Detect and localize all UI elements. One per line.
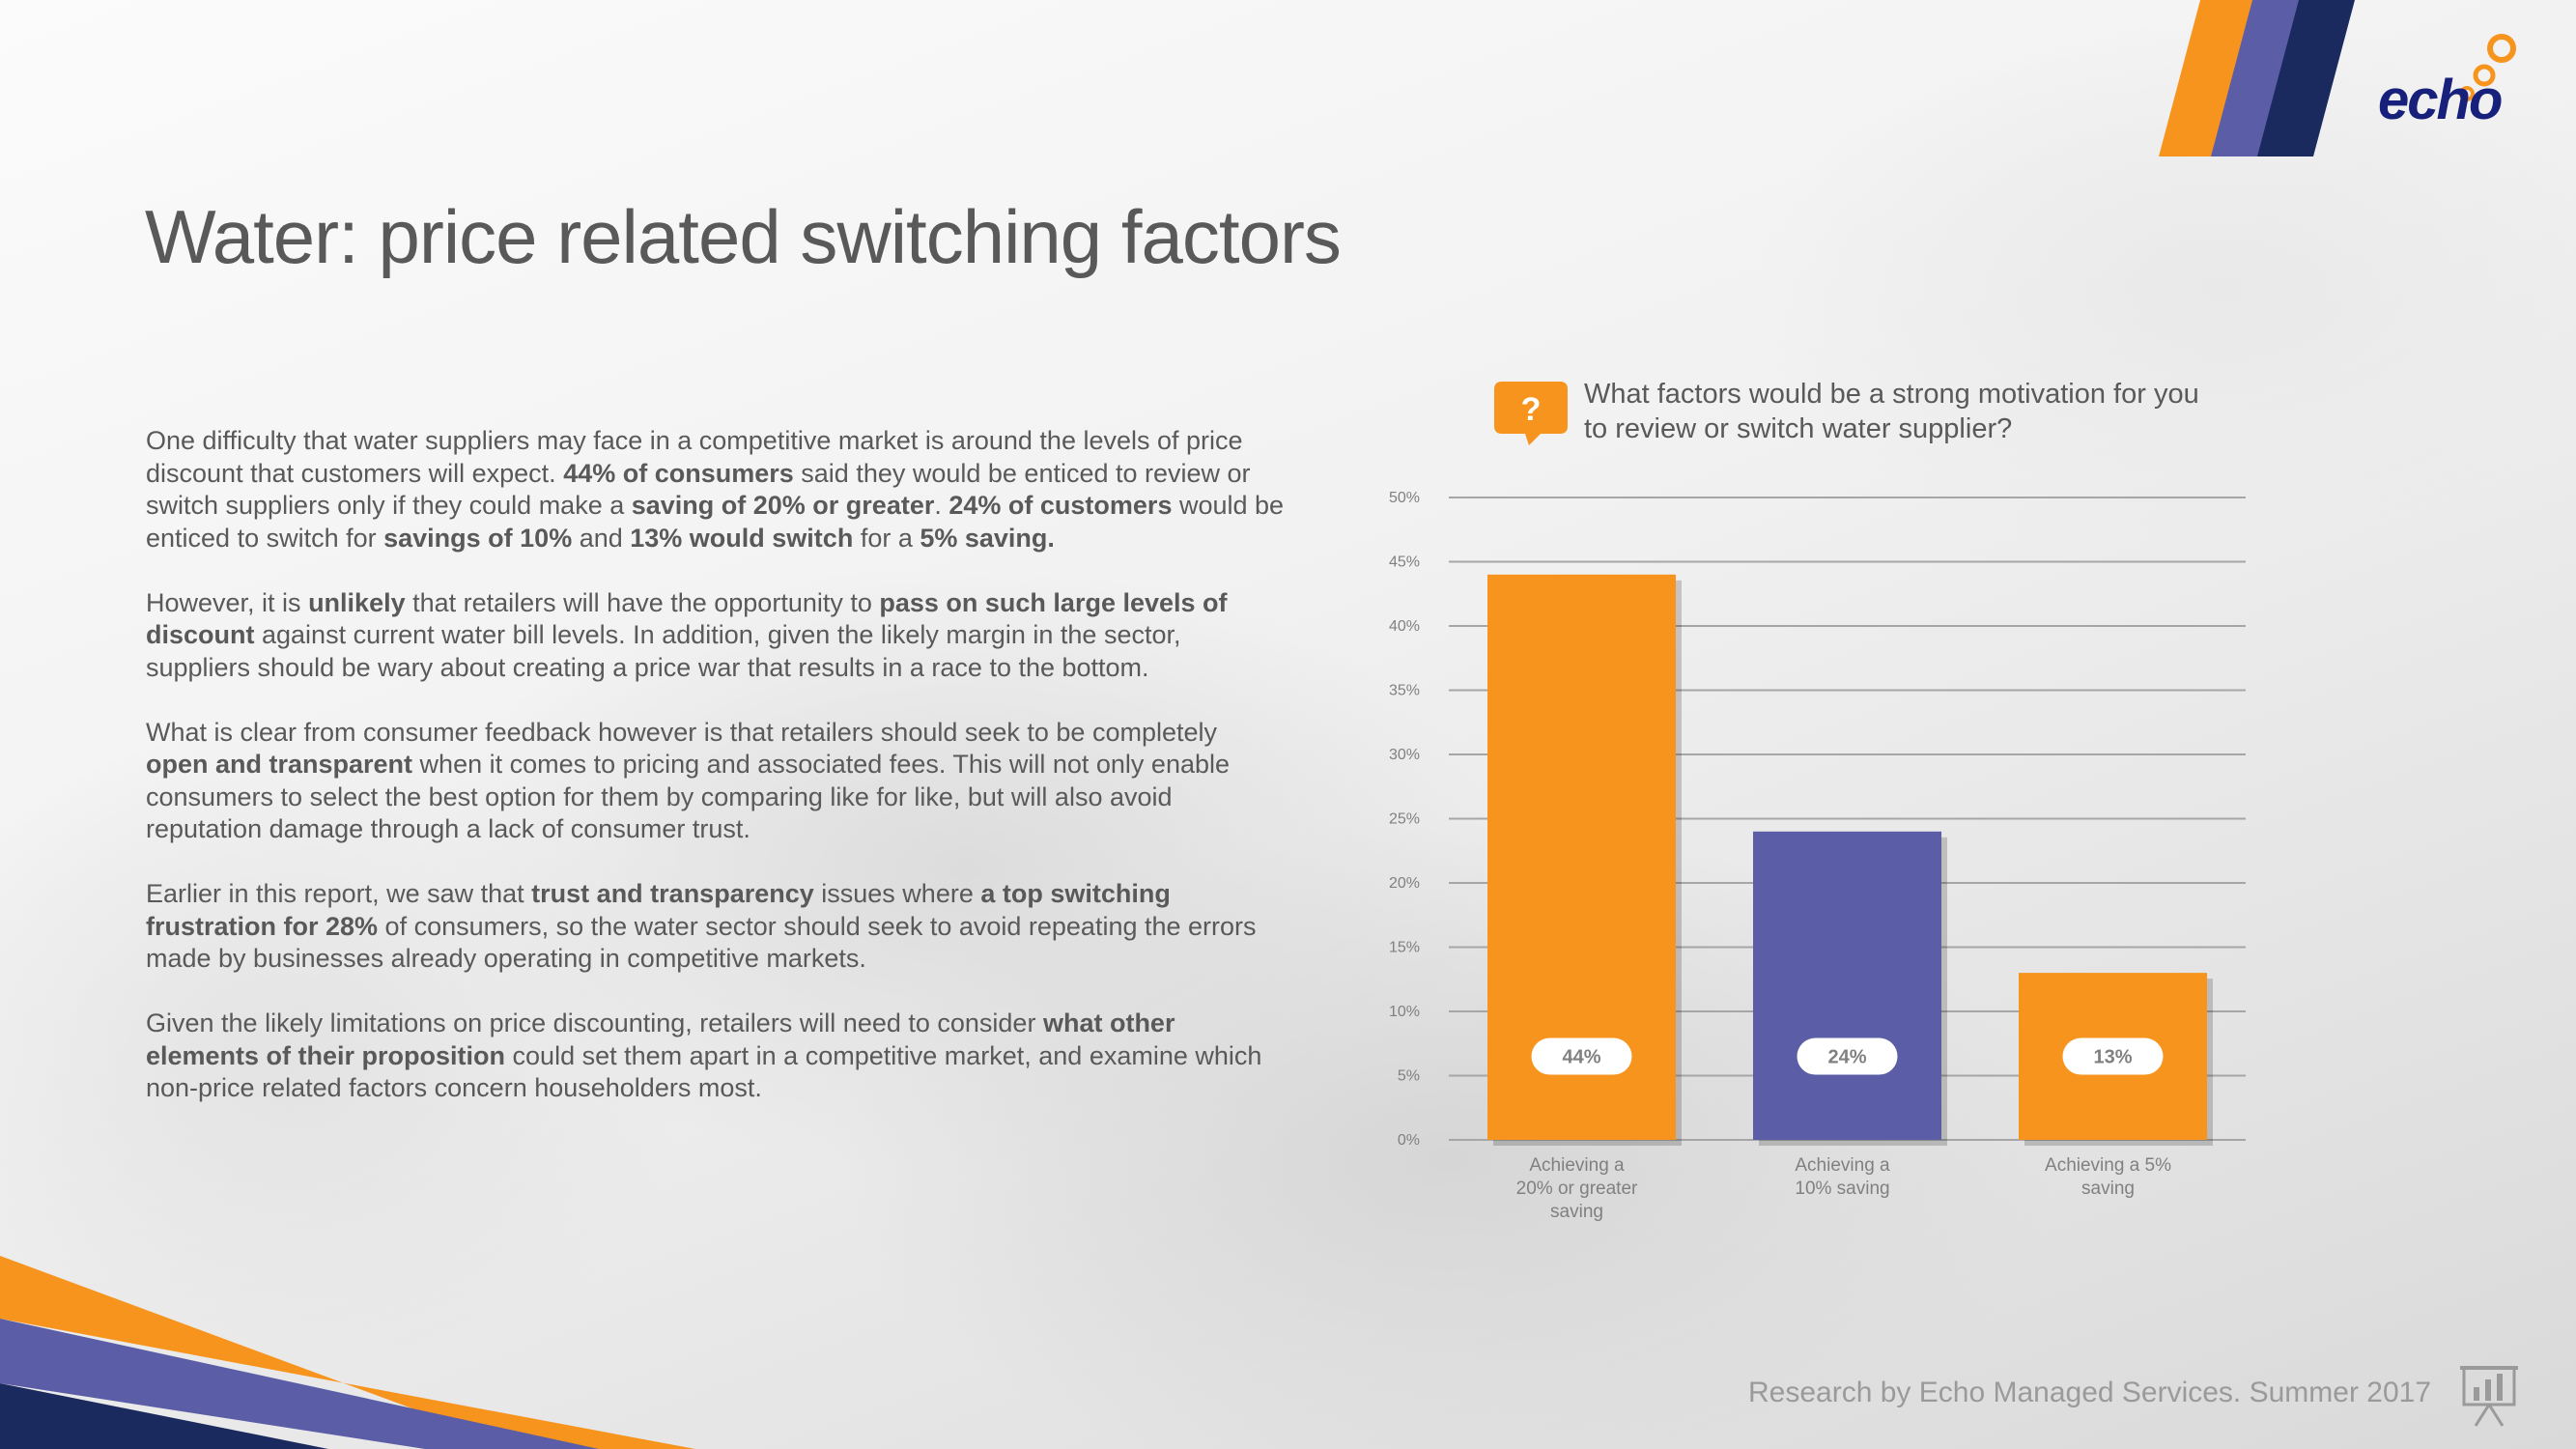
- text-run: Given the likely limitations on price di…: [146, 1009, 1043, 1037]
- top-stripe-orange: [2159, 0, 2260, 156]
- bottom-stripe-purple: [0, 1319, 599, 1449]
- page-title: Water: price related switching factors: [145, 194, 1342, 279]
- data-label-pill: [1531, 1037, 1632, 1075]
- top-stripe-navy: [2257, 0, 2355, 156]
- body-text: One difficulty that water suppliers may …: [146, 425, 1286, 1137]
- bold-text: savings of 10%: [383, 523, 573, 553]
- bold-text: 13% would switch: [630, 523, 854, 553]
- text-run: Earlier in this report, we saw that: [146, 879, 532, 908]
- text-run: for a: [853, 523, 920, 553]
- y-tick-label: 25%: [1389, 811, 1420, 828]
- top-stripe-purple: [2211, 0, 2307, 156]
- x-category-label: 10% saving: [1795, 1179, 1889, 1199]
- footer-credit: Research by Echo Managed Services. Summe…: [1748, 1377, 2432, 1408]
- x-category-label: Achieving a: [1529, 1155, 1625, 1176]
- y-tick-label: 0%: [1398, 1132, 1420, 1149]
- bold-text: 5% saving.: [920, 523, 1055, 553]
- y-tick-label: 15%: [1389, 940, 1420, 956]
- body-paragraph: Given the likely limitations on price di…: [146, 1008, 1286, 1105]
- text-run: .: [934, 491, 949, 520]
- x-category-label: saving: [2081, 1179, 2135, 1199]
- y-tick-label: 50%: [1389, 490, 1420, 506]
- question-mark: ?: [1521, 391, 1542, 428]
- y-tick-label: 35%: [1389, 683, 1420, 699]
- body-paragraph: Earlier in this report, we saw that trus…: [146, 878, 1286, 976]
- y-tick-label: 20%: [1389, 875, 1420, 892]
- bold-text: 24% of customers: [948, 491, 1173, 520]
- text-run: when it comes to pricing and associated …: [146, 750, 1231, 843]
- text-run: What is clear from consumer feedback how…: [146, 717, 1218, 747]
- bold-text: a top switching frustration for 28%: [146, 879, 1171, 941]
- bottom-stripe-navy: [0, 1383, 328, 1449]
- y-tick-label: 30%: [1389, 747, 1420, 763]
- x-category-label: 20% or greater: [1516, 1179, 1638, 1199]
- text-run: issues where: [813, 879, 981, 908]
- body-paragraph: One difficulty that water suppliers may …: [146, 425, 1286, 554]
- bold-text: 44% of consumers: [563, 458, 794, 488]
- bold-text: open and transparent: [146, 750, 413, 779]
- body-paragraph: What is clear from consumer feedback how…: [146, 717, 1286, 846]
- bold-text: trust and transparency: [531, 879, 814, 908]
- data-label-pill: [2062, 1037, 2164, 1075]
- y-tick-label: 40%: [1389, 618, 1420, 635]
- y-tick-label: 45%: [1389, 554, 1420, 571]
- logo-dot-small: [2459, 86, 2475, 101]
- data-label: 24%: [1827, 1047, 1866, 1068]
- survey-question: What factors would be a strong motivatio…: [1584, 379, 2199, 444]
- bar-chart: 0% 5% 10% 15% 20% 25% 30% 35% 40% 45% 50% 44% Achiev…: [1389, 490, 2246, 1222]
- logo-dot-large: [2487, 34, 2516, 63]
- data-label-pill: [1797, 1037, 1898, 1075]
- text-run: that retailers will have the opportunity…: [405, 587, 880, 617]
- text-run: of consumers, so the water sector should…: [146, 911, 1257, 974]
- text-run: could set them apart in a competitive ma…: [146, 1040, 1262, 1103]
- logo-dot-medium: [2473, 64, 2496, 87]
- text-run: However, it is: [146, 587, 309, 617]
- y-tick-label: 5%: [1398, 1068, 1420, 1085]
- bold-text: saving of 20% or greater: [631, 491, 935, 520]
- text-run: and: [572, 523, 631, 553]
- text-run: against current water bill levels. In ad…: [146, 620, 1181, 682]
- bold-text: pass on such large levels of discount: [146, 587, 1228, 650]
- echo-logo: echo: [2378, 69, 2503, 131]
- bold-text: what other elements of their proposition: [146, 1009, 1175, 1070]
- data-label: 13%: [2093, 1047, 2132, 1068]
- x-category-label: saving: [1550, 1202, 1603, 1222]
- text-run: would be enticed to switch for: [146, 491, 1285, 553]
- x-category-label: Achieving a: [1795, 1155, 1890, 1176]
- presentation-chart-icon: [2460, 1366, 2518, 1427]
- text-run: said they would be enticed to review or …: [146, 458, 1251, 521]
- text-run: One difficulty that water suppliers may …: [146, 426, 1243, 488]
- y-tick-label: 10%: [1389, 1004, 1420, 1020]
- x-category-label: Achieving a 5%: [2045, 1155, 2171, 1176]
- question-bubble-icon: ?: [1494, 382, 1568, 445]
- data-label: 44%: [1562, 1047, 1600, 1068]
- bar: [1753, 831, 1941, 1140]
- body-paragraph: However, it is unlikely that retailers w…: [146, 587, 1286, 685]
- bold-text: unlikely: [308, 587, 406, 617]
